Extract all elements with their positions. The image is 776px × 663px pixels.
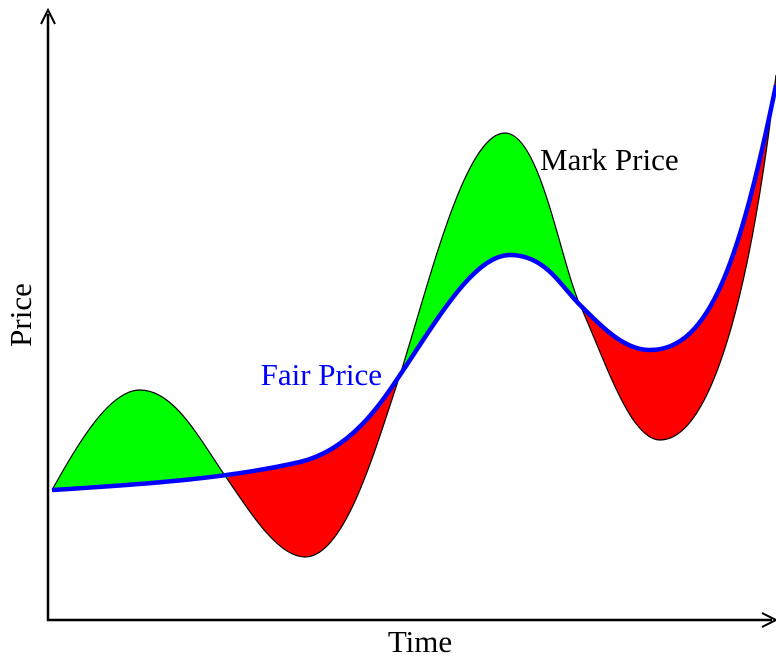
fair-price-label: Fair Price bbox=[261, 357, 382, 392]
mark-price-curve bbox=[51, 74, 776, 558]
x-axis-arrow bbox=[761, 612, 776, 628]
y-axis-arrow bbox=[40, 7, 56, 25]
y-axis-label: Price bbox=[3, 283, 38, 347]
mark-price-label: Mark Price bbox=[540, 142, 679, 177]
x-axis-label: Time bbox=[388, 624, 452, 659]
fair-price-curve bbox=[51, 84, 776, 493]
